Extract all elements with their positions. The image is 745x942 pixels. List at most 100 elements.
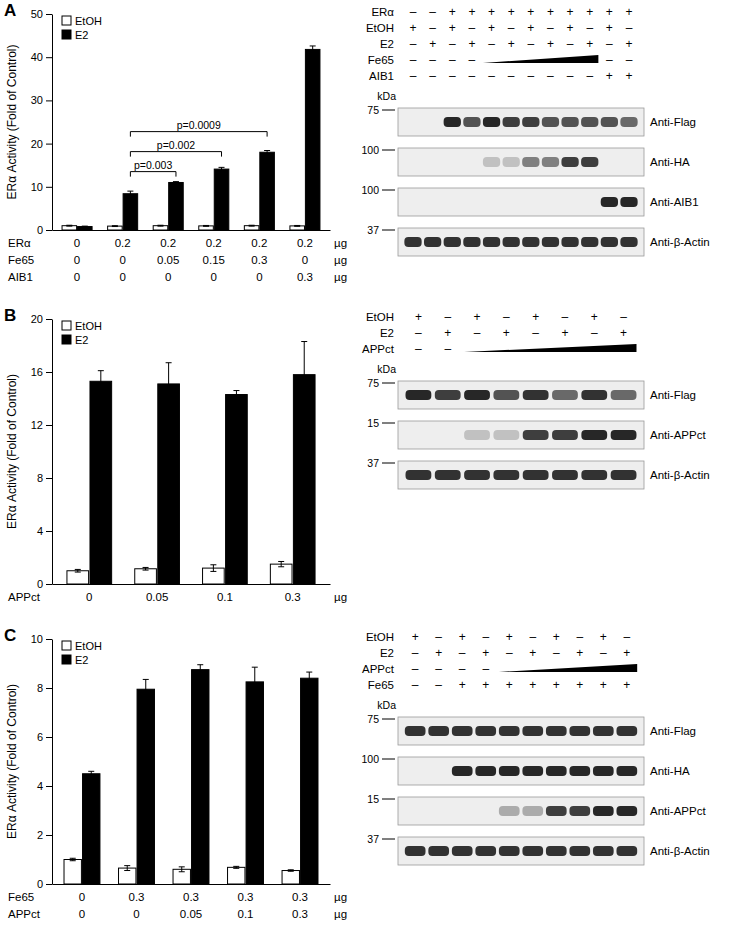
y-tick-label: 0 (37, 224, 43, 236)
antibody-label: Anti-HA (650, 765, 690, 777)
blot-band (464, 390, 490, 400)
error-cap (219, 170, 225, 171)
treatment-cell: + (591, 310, 598, 324)
y-tick-mark (46, 835, 52, 836)
error-stem (254, 667, 255, 696)
error-cap (143, 567, 149, 568)
condition-value: 0.2 (297, 237, 313, 249)
bar (226, 395, 248, 584)
y-tick: 0 (37, 578, 52, 590)
y-tick-label: 30 (31, 94, 43, 106)
treatment-cell: – (444, 342, 451, 356)
treatment-cell: – (469, 21, 476, 35)
y-tick-mark (46, 14, 52, 15)
treatment-cell: – (435, 662, 442, 676)
treatment-name: EtOH (366, 22, 394, 34)
antibody-label: Anti-β-Actin (650, 845, 710, 857)
error-cap (278, 566, 284, 567)
treatment-cell: – (469, 69, 476, 83)
condition-unit: µg (334, 237, 347, 249)
treatment-cell: – (469, 53, 476, 67)
bar (135, 569, 157, 584)
bar (214, 169, 229, 230)
y-tick-label: 6 (37, 731, 43, 743)
treatment-cell: – (412, 646, 419, 660)
error-cap (306, 672, 312, 673)
blot-strip (398, 421, 644, 449)
marker-label: 37 (367, 224, 379, 236)
blot-band (601, 197, 618, 207)
treatment-cell: – (488, 69, 495, 83)
treatment-cell: + (508, 37, 515, 51)
blot-band (499, 726, 520, 736)
blot-band (444, 237, 461, 247)
blot-band (611, 470, 637, 480)
blot-band (616, 806, 637, 816)
condition-name: Fe65 (8, 891, 34, 903)
chart-panel: C0246810ERα Activity (Fold of Control)Et… (4, 626, 347, 920)
error-bar (197, 665, 203, 675)
condition-value: 0.05 (146, 591, 168, 603)
blot-band (616, 726, 637, 736)
blot-band (452, 726, 473, 736)
y-tick-label: 12 (31, 419, 43, 431)
blot-panel: ERα––++++++++++EtOH+–+–+–+–+–+–E2–+–+–+–… (361, 5, 709, 256)
error-stem (304, 342, 305, 408)
error-stem (200, 665, 201, 675)
y-tick-label: 4 (37, 525, 43, 537)
blot-band (601, 237, 618, 247)
treatment-cell: + (444, 326, 451, 340)
error-stem (168, 363, 169, 405)
treatment-cell: + (600, 678, 607, 692)
significance-bracket (130, 172, 176, 177)
treatment-cell: – (449, 53, 456, 67)
y-axis-line (52, 640, 53, 885)
y-tick: 2 (37, 829, 52, 841)
error-stem (309, 672, 310, 684)
error-cap (157, 226, 163, 227)
antibody-label: Anti-β-Actin (650, 236, 710, 248)
treatment-cell: – (527, 69, 534, 83)
treatment-cell: + (606, 69, 613, 83)
treatment-name: E2 (380, 327, 394, 339)
error-cap (166, 362, 172, 363)
error-cap (88, 776, 94, 777)
blot-band (452, 806, 473, 816)
legend-label: E2 (75, 654, 88, 666)
error-cap (249, 225, 255, 226)
treatment-cell: + (567, 21, 574, 35)
error-bar (278, 561, 284, 566)
error-cap (75, 569, 81, 570)
significance-bracket (130, 152, 221, 157)
error-cap (301, 341, 307, 342)
blot-band (404, 117, 421, 127)
error-cap (233, 398, 239, 399)
treatment-cell: + (600, 630, 607, 644)
condition-value: 0.3 (292, 908, 308, 920)
blot-band (475, 726, 496, 736)
treatment-cell: + (449, 5, 456, 19)
bar (282, 871, 299, 884)
blot-band (405, 806, 426, 816)
treatment-cell: – (444, 310, 451, 324)
marker-label: 37 (367, 833, 379, 845)
y-tick: 8 (37, 682, 52, 694)
condition-value: 0 (165, 271, 171, 283)
error-cap (210, 564, 216, 565)
blot-band (522, 846, 543, 856)
error-cap (143, 699, 149, 700)
blot-band (493, 470, 519, 480)
legend-label: EtOH (75, 320, 102, 332)
error-bar (143, 567, 149, 570)
error-cap (278, 561, 284, 562)
error-cap (124, 865, 130, 866)
error-bar (301, 342, 307, 408)
condition-value: 0.1 (238, 908, 254, 920)
treatment-cell: – (626, 53, 633, 67)
treatment-cell: + (576, 678, 583, 692)
treatment-cell: – (567, 37, 574, 51)
marker-label: 75 (367, 713, 379, 725)
bar (62, 226, 77, 230)
condition-value: 0 (86, 591, 92, 603)
blot-strip (398, 228, 644, 256)
